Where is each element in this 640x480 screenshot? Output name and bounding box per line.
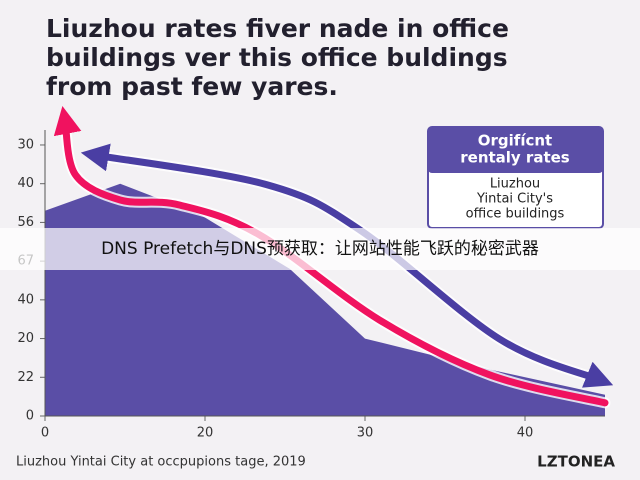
x-tick-label: 20 <box>197 426 214 441</box>
legend-entry: Liuzhou <box>490 177 540 192</box>
legend-header <box>428 127 603 173</box>
footer: Liuzhou Yintai City at occpupions tage, … <box>16 455 306 470</box>
banner-band <box>0 228 640 270</box>
brand: LZTONEA <box>537 453 615 471</box>
y-tick-label: 40 <box>17 176 34 191</box>
x-tick-label: 30 <box>357 426 374 441</box>
x-tick-label: 0 <box>41 426 49 441</box>
chart-title: from past few yares. <box>46 72 338 101</box>
chart-title: Liuzhou rates fiver nade in office <box>46 14 509 43</box>
y-tick-label: 30 <box>17 137 34 152</box>
y-tick-label: 56 <box>17 215 34 230</box>
y-tick-label: 22 <box>17 370 34 385</box>
y-tick-label: 0 <box>26 409 34 424</box>
legend-title: Orgifícnt <box>478 132 552 150</box>
legend-entry: office buildings <box>466 207 565 222</box>
legend-title: rentaly rates <box>460 149 570 167</box>
chart-title: buildings ver this office buldings <box>46 43 508 72</box>
x-tick-label: 40 <box>517 426 534 441</box>
legend-entry: Yintai City's <box>476 192 553 207</box>
y-tick-label: 20 <box>17 331 34 346</box>
y-tick-label: 40 <box>17 292 34 307</box>
banner: DNS Prefetch与DNS预获取：让网站性能飞跃的秘密武器 <box>101 239 539 259</box>
